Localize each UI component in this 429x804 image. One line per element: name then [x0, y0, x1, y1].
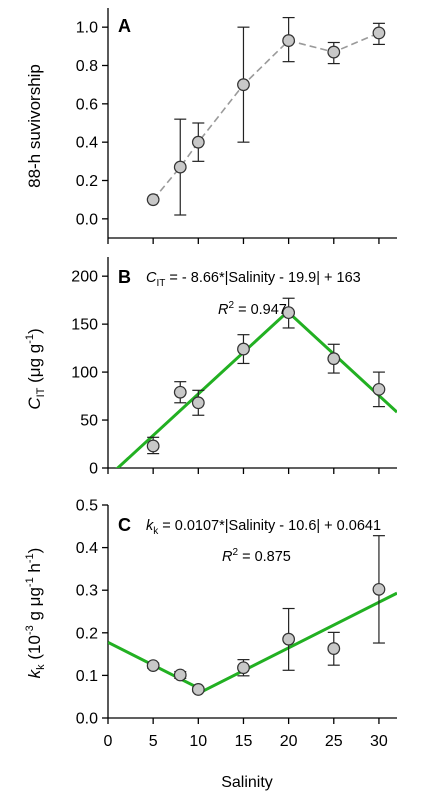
panel-c-ytick-label: 0.0 [76, 711, 98, 728]
panel-b-ytick-label: 0 [89, 461, 98, 478]
panel-a-ytick-label: 0.4 [76, 135, 98, 152]
panel-b-eq-lhs-sub: IT [156, 278, 165, 289]
panel-b-ytick-label: 100 [71, 365, 98, 382]
panel-c-data-point [146, 659, 160, 673]
panel-a-series-line [152, 32, 380, 201]
panel-c-xtick-label: 15 [235, 733, 253, 750]
panel-a-data-point [372, 26, 386, 40]
panel-c-xtick-label: 10 [189, 733, 207, 750]
panel-b-data-point [173, 385, 187, 399]
panel-c-ylabel-rest3: h [25, 563, 44, 577]
panel-a-ylabel: 88-h suvivorship [25, 64, 44, 188]
panel-a-ytick-label: 0.8 [76, 58, 98, 75]
panel-c-ytick-label: 0.5 [76, 498, 98, 515]
panel-a-data-point [173, 160, 187, 174]
panel-c-xtick-label: 25 [325, 733, 343, 750]
panel-a-ytick-label: 0.0 [76, 211, 98, 228]
panel-c-data-point [372, 582, 386, 596]
panel-c-ylabel-rest1: (10 [25, 635, 44, 664]
panel-c: 0.00.10.20.30.40.50 5 10 15 20 25 30 C kk = 0.… [24, 498, 397, 791]
panel-b-data-point [327, 352, 341, 366]
panel-c-r2: R2 = 0.875 [222, 547, 291, 565]
panel-c-r2-value: = 0.875 [238, 549, 291, 565]
panel-b-ytick-label: 150 [71, 317, 98, 334]
panel-c-ylabel: kk (10-3 g μg-1 h-1) [24, 548, 47, 679]
panel-b-ytick-label: 50 [80, 413, 98, 430]
panel-b-ylabel-main: C [25, 397, 44, 410]
panel-c-xtick-label: 20 [280, 733, 298, 750]
panel-c-xtick-label: 0 [104, 733, 113, 750]
panel-c-ytick-label: 0.4 [76, 540, 98, 557]
panel-c-data-point [327, 642, 341, 655]
panel-b-ylabel-close: ) [25, 328, 44, 334]
panel-c-ytick-label: 0.2 [76, 625, 98, 642]
panel-b-marks: 0 50 100 150 200 [71, 257, 397, 478]
panel-a-data-point [237, 78, 250, 92]
panel-c-ylabel-close: ) [25, 548, 44, 554]
panel-letter-c: C [118, 515, 131, 535]
panel-c-xtick-label: 30 [370, 733, 388, 750]
panel-c-xlabel: Salinity [221, 774, 273, 791]
panel-b-data-point [372, 382, 386, 396]
panel-b-data-point [282, 306, 296, 320]
panel-letter-b: B [118, 267, 131, 287]
panel-b-r2-label: R [218, 302, 229, 318]
panel-b-ylabel-sub: IT [35, 387, 47, 397]
panel-b-ylabel-rest: (μg g [25, 344, 44, 388]
panel-c-ylabel-sup2: -1 [24, 577, 36, 587]
panel-letter-a: A [118, 16, 131, 36]
panel-c-ylabel-sup1: -3 [24, 625, 36, 635]
panel-b-data-point [237, 342, 250, 356]
panel-c-equation: kk = 0.0107*|Salinity - 10.6| + 0.0641 [146, 518, 381, 537]
panel-b-ylabel-sup: -1 [24, 334, 36, 344]
panel-b-r2: R2 = 0.947 [218, 300, 287, 318]
panel-b-r2-value: = 0.947 [234, 302, 287, 318]
panel-c-r2-sup: 2 [232, 547, 238, 558]
panel-c-ylabel-sub: k [35, 664, 47, 670]
panel-a-marks: 0.0 0.2 0.4 0.6 0.8 1.0 [76, 8, 397, 244]
panel-b-ytick-label: 200 [71, 269, 98, 286]
panel-c-ylabel-rest2: g μg [25, 587, 44, 625]
panel-c-eq-rhs: = 0.0107*|Salinity - 10.6| + 0.0641 [158, 518, 381, 534]
panel-c-data-point [191, 683, 205, 696]
panel-a-data-point [282, 34, 296, 47]
panel-b-data-point [146, 439, 160, 453]
panel-a-data-point [146, 193, 160, 207]
panel-b-fit-line [115, 309, 397, 468]
panel-c-ylabel-sup3: -1 [24, 553, 36, 563]
panel-c-marks: 0.0 0.1 0.2 0.3 0.4 0.5 0 5 10 15 20 25 30 [76, 498, 397, 750]
panel-c-r2-label: R [222, 549, 233, 565]
panel-c-data-point [237, 661, 250, 675]
panel-c-ytick-label: 0.3 [76, 583, 98, 600]
panel-a: 0.0 0.2 0.4 0.6 0.8 1.0 A 88-h suvivorship [25, 8, 397, 244]
panel-a-ytick-label: 1.0 [76, 20, 98, 37]
panel-c-eq-lhs: k [146, 518, 154, 534]
panel-c-fit-line [108, 591, 397, 693]
panel-b-eq-lhs: C [146, 270, 157, 286]
panel-c-ylabel-main: k [25, 668, 44, 678]
panel-c-ytick-label: 0.1 [76, 668, 98, 685]
panel-a-ytick-label: 0.2 [76, 173, 98, 190]
panel-c-xtick-label: 5 [149, 733, 158, 750]
panel-a-data-point [191, 135, 205, 149]
panel-c-eq-lhs-sub: k [153, 526, 159, 537]
panel-b-r2-sup: 2 [228, 300, 234, 311]
panel-b-ylabel: CIT (μg g-1) [24, 328, 47, 409]
panel-a-ytick-label: 0.6 [76, 96, 98, 113]
panel-b-data-point [191, 396, 205, 410]
panel-c-data-point [282, 632, 296, 646]
panel-b-equation: CIT = - 8.66*|Salinity - 19.9| + 163 [146, 270, 361, 289]
panel-c-data-point [173, 668, 187, 682]
panel-b-eq-rhs: = - 8.66*|Salinity - 19.9| + 163 [165, 270, 360, 286]
panel-a-data-point [327, 45, 341, 59]
